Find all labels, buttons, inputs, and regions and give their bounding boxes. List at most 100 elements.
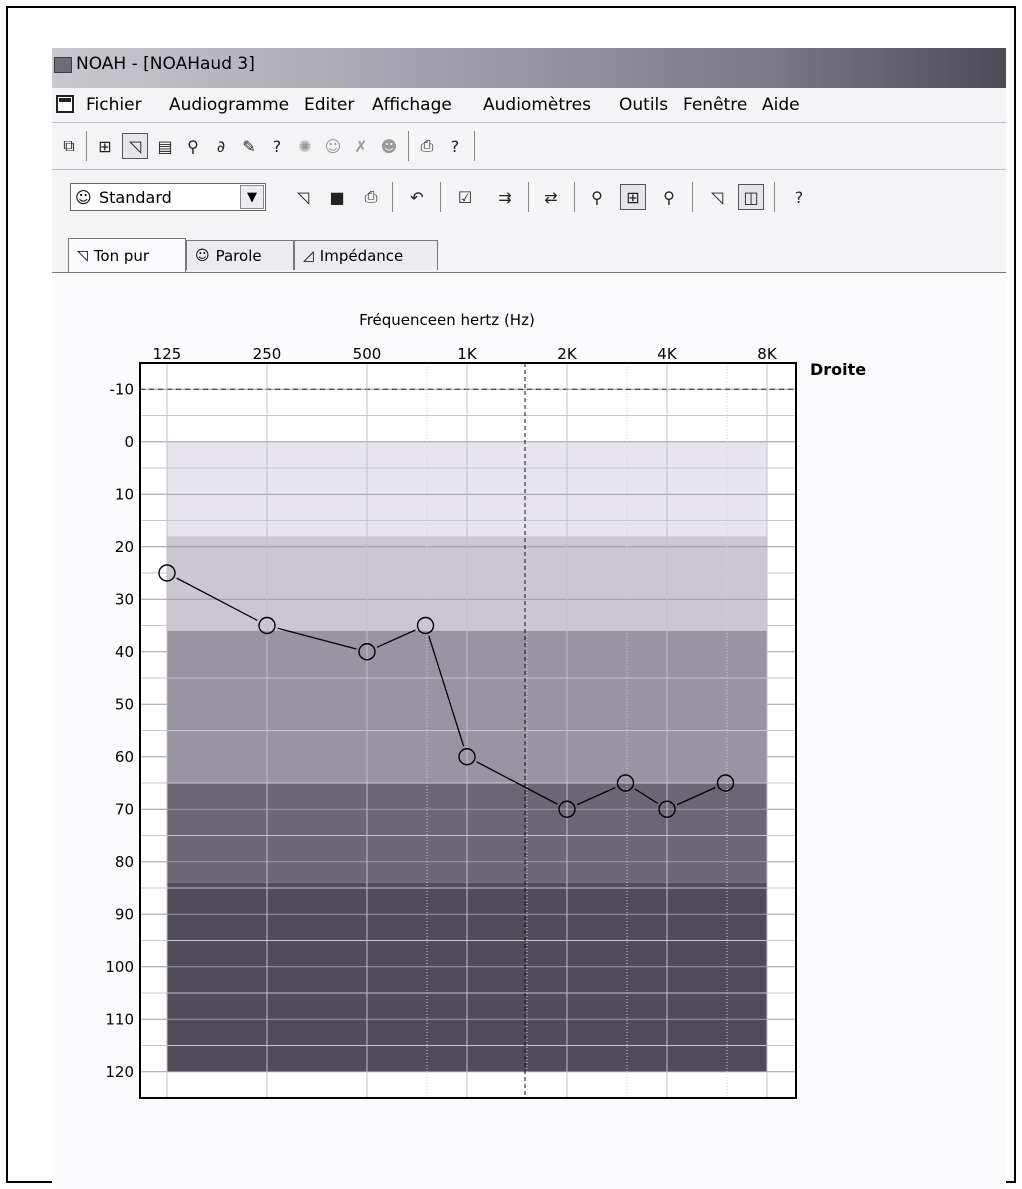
print-icon[interactable]: ⎙	[420, 136, 434, 155]
tab-label: Parole	[215, 246, 262, 265]
audiogram-panel: Fréquenceen hertz (Hz) 125 250 500 1K 2K 4K 8K -…	[52, 272, 1006, 1189]
screenshot-frame: NOAH - [NOAHaud 3] Fichier Audiogramme E…	[6, 6, 1016, 1189]
y-tick-label: 10	[115, 485, 134, 503]
audiogram-icon[interactable]: ◹	[122, 133, 148, 159]
threshold-marker-circle[interactable]	[658, 800, 676, 818]
audiogram-chart[interactable]: Fréquenceen hertz (Hz)125 250 500 1K 2K 4K 8K-…	[96, 313, 996, 1133]
preset-select-value: Standard	[99, 188, 172, 207]
test-tabs: ◹ Ton pur ☺ Parole ◿ Impédance	[52, 238, 1006, 272]
series-line-segment	[376, 629, 416, 648]
menu-affichage[interactable]: Affichage	[372, 95, 452, 115]
toolbar-separator	[692, 182, 693, 212]
x-axis-title: Fréquenceen hertz (Hz)	[359, 313, 535, 329]
undo-icon[interactable]: ↶	[410, 187, 424, 207]
tab-ton-pur[interactable]: ◹ Ton pur	[68, 238, 186, 272]
toolbar-separator	[440, 182, 441, 212]
menu-aide[interactable]: Aide	[762, 95, 800, 115]
speech-icon[interactable]: ☺	[324, 136, 342, 156]
threshold-marker-circle[interactable]	[558, 800, 576, 818]
ear-side-label: Droite	[810, 360, 866, 379]
dual-view-icon[interactable]: ◫	[738, 184, 764, 210]
save-icon[interactable]: ■	[329, 187, 345, 207]
series-line-segment	[277, 627, 357, 650]
edit-note-icon[interactable]: ✎	[242, 136, 256, 156]
menu-editer[interactable]: Editer	[304, 95, 355, 115]
context-help-icon[interactable]: ?	[450, 136, 460, 156]
series-line-segment	[576, 786, 616, 806]
y-tick-label: 60	[115, 748, 134, 766]
y-tick-label: 30	[115, 590, 134, 608]
swap-icon[interactable]: ⇄	[544, 187, 558, 207]
x-tick-label: 4K	[657, 345, 678, 363]
transfer-icon[interactable]: ⇉	[498, 187, 512, 207]
menu-audiometres[interactable]: Audiomètres	[483, 95, 591, 115]
tab-label: Impédance	[319, 246, 404, 265]
threshold-marker-circle[interactable]	[716, 774, 735, 792]
application-window: NOAH - [NOAHaud 3] Fichier Audiogramme E…	[52, 48, 1006, 1189]
zoom-out-icon[interactable]: ⚲	[663, 187, 675, 207]
speech-query-icon[interactable]: ☻	[380, 136, 398, 156]
quad-view-icon[interactable]: ⊞	[620, 184, 646, 210]
tab-parole[interactable]: ☺ Parole	[186, 240, 294, 270]
standard-preset-icon: ☺	[75, 188, 92, 207]
threshold-marker-circle[interactable]	[616, 774, 635, 792]
x-tick-label: 8K	[757, 345, 778, 363]
audiogram-view-icon[interactable]: ◹	[296, 187, 310, 207]
tab-impedance[interactable]: ◿ Impédance	[294, 240, 438, 270]
menu-fenetre[interactable]: Fenêtre	[683, 95, 748, 115]
help-icon[interactable]: ?	[794, 187, 804, 207]
toolbar-separator	[408, 131, 409, 161]
copy-window-icon[interactable]: ⧉	[63, 136, 75, 155]
tree-view-icon[interactable]: ⊞	[98, 136, 112, 156]
main-toolbar: ⧉ ⊞ ◹ ▤ ⚲ ∂ ✎ ? ✺ ☺ ✗ ☻ ⎙ ?	[52, 125, 1006, 170]
toolbar-separator	[774, 182, 775, 212]
single-view-icon[interactable]: ◹	[710, 187, 724, 207]
mute-icon[interactable]: ✗	[354, 136, 368, 156]
series-line-segment	[676, 786, 716, 806]
preset-select[interactable]: ☺ Standard ▼	[70, 183, 266, 211]
x-tick-label: 500	[353, 345, 382, 363]
y-tick-label: 20	[115, 538, 134, 556]
zoom-icon[interactable]: ⚲	[591, 187, 603, 207]
x-tick-label: 250	[253, 345, 282, 363]
y-tick-label: 70	[115, 800, 134, 818]
table-view-icon[interactable]: ▤	[157, 136, 173, 156]
threshold-marker-circle[interactable]	[458, 748, 476, 766]
threshold-marker-circle[interactable]	[158, 564, 176, 582]
masking-icon[interactable]: ✺	[298, 136, 312, 156]
x-tick-label: 125	[153, 345, 182, 363]
window-title: NOAH - [NOAHaud 3]	[76, 54, 255, 74]
threshold-marker-circle[interactable]	[258, 616, 276, 635]
impedance-icon: ◿	[303, 247, 314, 264]
toolbar-separator	[86, 131, 87, 161]
pure-tone-icon: ◹	[77, 247, 88, 264]
menu-audiogramme[interactable]: Audiogramme	[169, 95, 290, 115]
series-line-segment	[176, 577, 258, 621]
y-tick-label: 90	[115, 905, 134, 923]
noah-app-icon[interactable]	[54, 57, 72, 73]
plot-border	[139, 362, 797, 1099]
speech-test-icon[interactable]: ∂	[216, 136, 226, 156]
toolbar-separator	[474, 131, 475, 161]
series-line-segment	[428, 635, 465, 747]
document-window-icon[interactable]	[56, 95, 74, 113]
threshold-marker-circle[interactable]	[358, 643, 376, 661]
help-square-icon[interactable]: ?	[272, 136, 282, 156]
y-tick-label: 40	[115, 643, 134, 661]
chevron-down-icon[interactable]: ▼	[240, 185, 264, 209]
title-bar[interactable]: NOAH - [NOAHaud 3]	[52, 48, 1006, 88]
search-speech-icon[interactable]: ⚲	[187, 136, 199, 156]
print-icon[interactable]: ⎙	[364, 187, 378, 206]
y-tick-label: 50	[115, 695, 134, 713]
y-tick-label: 120	[105, 1063, 134, 1081]
y-tick-label: 100	[105, 958, 134, 976]
menu-fichier[interactable]: Fichier	[86, 95, 142, 115]
audiogram-toolbar: ☺ Standard ▼ ◹ ■ ⎙ ↶ ☑ ⇉ ⇄ ⚲ ⊞ ⚲ ◹ ◫ ?	[52, 172, 1006, 222]
threshold-marker-circle[interactable]	[416, 616, 435, 635]
menu-outils[interactable]: Outils	[619, 95, 669, 115]
properties-icon[interactable]: ☑	[457, 187, 473, 207]
y-tick-label: 0	[124, 433, 134, 451]
series-line-segment	[476, 761, 558, 805]
series-line-segment	[634, 788, 659, 804]
toolbar-separator	[392, 182, 393, 212]
